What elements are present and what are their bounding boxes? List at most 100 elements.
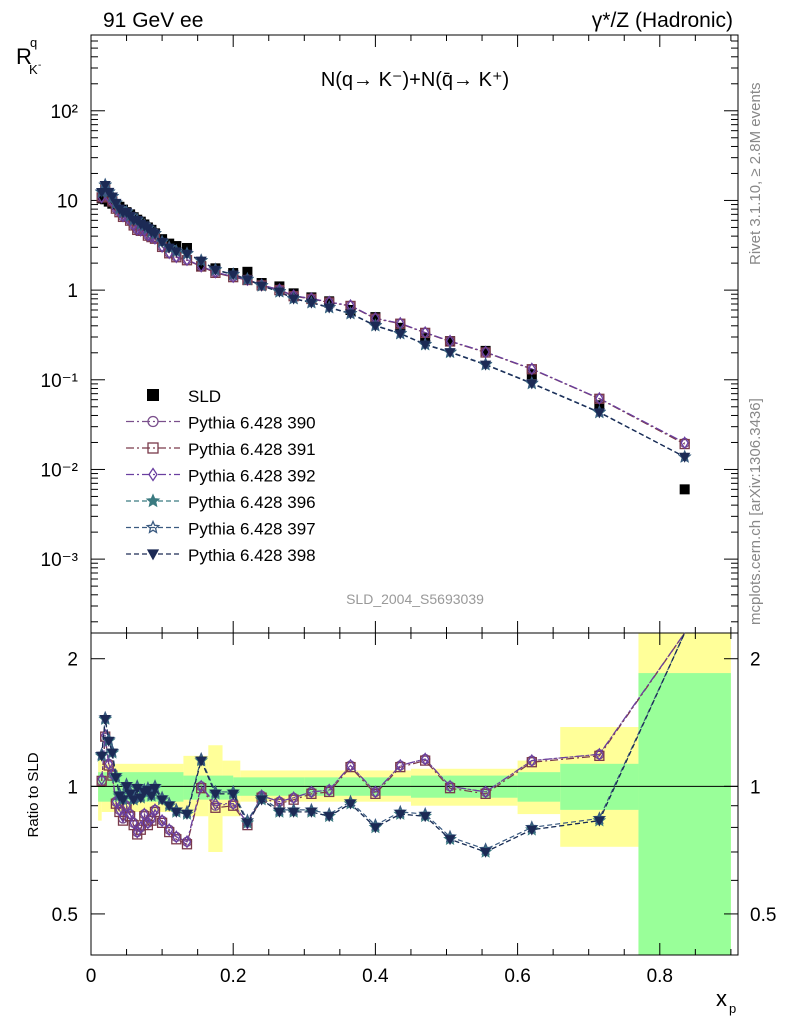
series-point	[344, 309, 357, 320]
x-tick-label: 0.8	[647, 966, 673, 987]
ratio-point	[307, 785, 316, 799]
legend-marker	[148, 467, 158, 482]
ratio-point	[396, 758, 405, 773]
ratio-point	[150, 803, 160, 817]
ratio-point	[140, 807, 149, 821]
ratio-tick-label: 1	[67, 777, 78, 798]
series-point	[394, 329, 406, 340]
y-tick-label: 10⁻³	[41, 550, 79, 571]
series-point	[526, 379, 538, 390]
ratio-point	[125, 807, 135, 821]
ratio-point	[157, 813, 167, 828]
ratio-frame	[90, 632, 739, 956]
ratio-point	[181, 809, 193, 820]
ratio-point	[211, 796, 220, 811]
ratio-point	[103, 736, 115, 747]
ratio-point	[172, 830, 181, 844]
sld-point	[480, 345, 491, 356]
legend-marker	[147, 415, 159, 428]
ratio-point	[117, 795, 129, 806]
legend-marker-sld	[147, 389, 159, 401]
series-point	[149, 229, 161, 240]
ratio-point	[171, 834, 182, 845]
ratio-point	[344, 799, 357, 810]
ratio-tick-label-right: 2	[750, 650, 761, 671]
legend-label: Pythia 6.428 396	[188, 493, 316, 512]
analysis-watermark: SLD_2004_S5693039	[346, 591, 484, 607]
svg-text:q: q	[30, 35, 37, 50]
ratio-point	[147, 811, 156, 826]
ratio-point	[97, 772, 106, 786]
x-tick-label: 0.2	[220, 966, 246, 987]
band-inner	[517, 772, 561, 802]
ratio-point	[142, 785, 154, 796]
ratio-point	[209, 789, 222, 800]
ratio-point	[346, 758, 355, 773]
series-point	[479, 360, 492, 371]
ratio-point	[145, 791, 158, 802]
legend-label: Pythia 6.428 390	[188, 414, 316, 433]
ratio-point	[273, 807, 286, 818]
y-axis-label: R q K -	[16, 35, 41, 77]
y-tick-label: 1	[67, 281, 78, 302]
ratio-tick-label-right: 1	[750, 777, 761, 798]
ratio-point	[163, 801, 175, 812]
legend: SLD Pythia 6.428 390 Pythia 6.428 391 Pythi…	[126, 387, 316, 565]
series-point	[305, 298, 318, 309]
ratio-point	[164, 823, 174, 837]
ratio-point	[149, 784, 161, 795]
ratio-point	[369, 823, 382, 834]
series-point	[323, 303, 335, 314]
legend-label: Pythia 6.428 397	[188, 520, 316, 539]
ratio-series	[94, 632, 686, 858]
ratio-point	[527, 753, 537, 768]
ratio-tick-label: 2	[67, 650, 78, 671]
ratio-point	[324, 783, 334, 797]
series-point	[256, 281, 268, 292]
mcplots-label: mcplots.cern.ch [arXiv:1306.3436]	[747, 398, 764, 625]
series-point	[99, 180, 111, 191]
series-point	[444, 348, 456, 359]
ratio-tick-label: 0.5	[52, 905, 78, 926]
axis-ticks: 0 0.2 0.4 0.6 0.8 10⁻³ 10⁻² 10⁻¹ 1 10 10² 0.5 0.5 1 1 2…	[41, 34, 776, 987]
legend-marker	[147, 442, 159, 454]
ratio-point	[124, 789, 136, 800]
data-points	[96, 193, 690, 495]
legend-label: Pythia 6.428 391	[188, 440, 316, 459]
ratio-point	[305, 807, 318, 818]
svg-text:-: -	[38, 60, 41, 71]
ratio-point	[122, 799, 131, 813]
ratio-point	[593, 816, 605, 827]
series-point	[110, 198, 122, 209]
x-tick-label: 0.6	[504, 966, 530, 987]
ratio-point	[118, 809, 128, 823]
svg-text:p: p	[729, 1001, 736, 1016]
series-point	[273, 287, 286, 298]
series-point	[195, 256, 207, 267]
ratio-point	[228, 796, 238, 811]
sld-point	[242, 266, 253, 277]
ratio-point	[419, 812, 431, 823]
series-point	[209, 265, 222, 276]
ratio-point	[182, 835, 192, 849]
ratio-point	[196, 779, 206, 794]
series-markers	[94, 177, 692, 463]
series-point	[181, 249, 193, 260]
ratio-point	[135, 793, 147, 804]
legend-label: Pythia 6.428 398	[188, 546, 316, 565]
series-point	[170, 247, 182, 258]
ratio-point	[420, 752, 430, 766]
ratio-point	[96, 751, 108, 762]
ratio-point	[110, 773, 122, 784]
series-point	[679, 452, 691, 463]
band-inner	[560, 763, 639, 810]
y-tick-label: 10	[57, 191, 78, 212]
series-point	[595, 391, 604, 406]
series-point	[96, 187, 108, 198]
svg-text:K: K	[29, 62, 38, 77]
series-point	[369, 321, 382, 332]
ratio-point	[170, 807, 182, 818]
rivet-version-label: Rivet 3.1.10, ≥ 2.8M events	[747, 83, 764, 266]
x-tick-label: 0	[86, 966, 97, 987]
